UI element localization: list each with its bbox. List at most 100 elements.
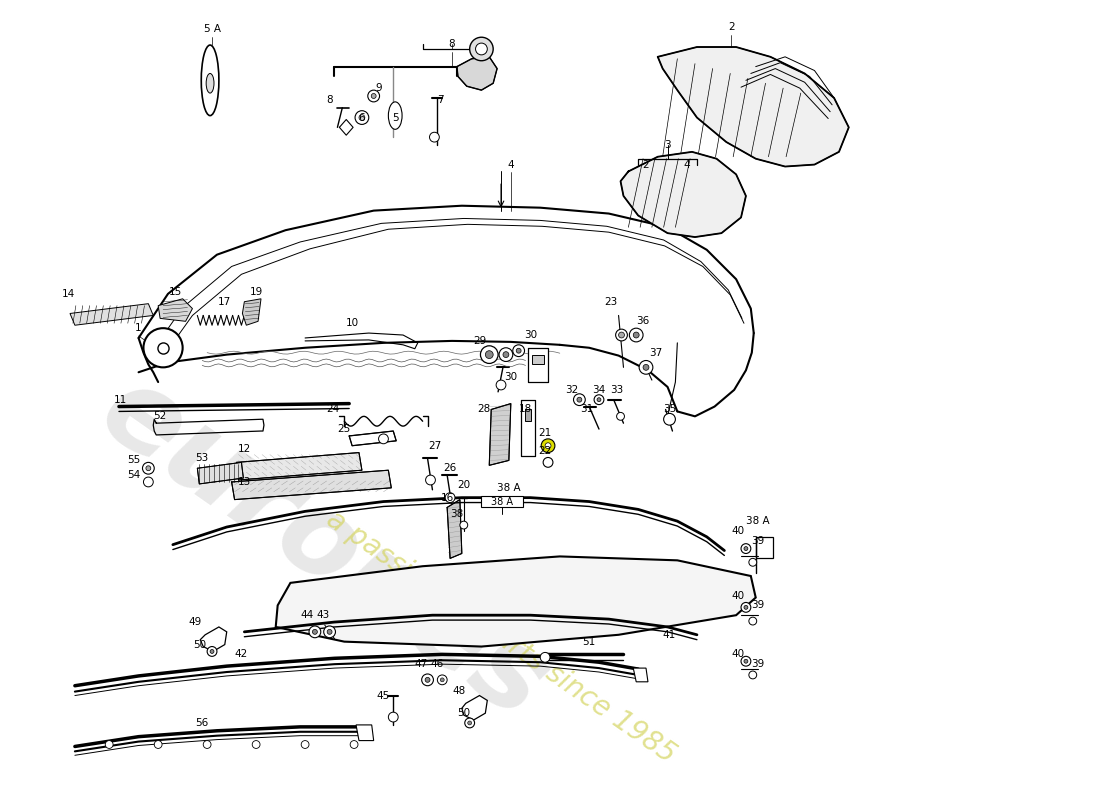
- Circle shape: [576, 398, 582, 402]
- Text: 53: 53: [196, 454, 209, 463]
- Circle shape: [158, 343, 168, 353]
- Text: 45: 45: [377, 690, 390, 701]
- Circle shape: [425, 678, 430, 682]
- Circle shape: [106, 741, 113, 749]
- Text: europes: europes: [80, 354, 569, 743]
- Text: 55: 55: [126, 455, 141, 466]
- Circle shape: [744, 546, 748, 550]
- Circle shape: [499, 348, 513, 362]
- Text: 5: 5: [392, 113, 398, 122]
- Circle shape: [475, 43, 487, 55]
- Circle shape: [744, 606, 748, 610]
- Text: 40: 40: [732, 526, 745, 536]
- Circle shape: [446, 493, 455, 502]
- Polygon shape: [634, 668, 648, 682]
- Text: 8: 8: [449, 39, 455, 49]
- Text: 3: 3: [664, 140, 671, 150]
- Text: 21: 21: [539, 428, 552, 438]
- Text: a passion for parts since 1985: a passion for parts since 1985: [321, 505, 681, 769]
- Text: 23: 23: [604, 297, 617, 306]
- Text: 44: 44: [300, 610, 313, 620]
- Circle shape: [468, 721, 472, 725]
- Text: 5 A: 5 A: [204, 24, 220, 34]
- Circle shape: [154, 741, 162, 749]
- Circle shape: [355, 110, 368, 125]
- Circle shape: [440, 678, 444, 682]
- Text: 19: 19: [250, 287, 263, 297]
- Polygon shape: [490, 403, 510, 466]
- Circle shape: [663, 414, 675, 425]
- Text: 43: 43: [316, 610, 329, 620]
- Text: 49: 49: [189, 617, 202, 627]
- Text: 2: 2: [642, 159, 649, 170]
- Text: 39: 39: [751, 659, 764, 669]
- Text: 22: 22: [539, 446, 552, 456]
- Circle shape: [210, 650, 214, 654]
- Text: 48: 48: [452, 686, 465, 696]
- Text: 11: 11: [114, 394, 128, 405]
- Circle shape: [481, 346, 498, 363]
- Text: 2: 2: [728, 22, 735, 33]
- Circle shape: [516, 348, 521, 353]
- Circle shape: [749, 558, 757, 566]
- Text: 34: 34: [593, 385, 606, 395]
- Circle shape: [350, 741, 358, 749]
- Circle shape: [367, 90, 380, 102]
- Text: 4: 4: [684, 159, 691, 170]
- Polygon shape: [532, 354, 544, 365]
- Ellipse shape: [206, 74, 214, 93]
- Circle shape: [312, 630, 317, 634]
- Circle shape: [143, 328, 183, 367]
- Text: 29: 29: [473, 336, 486, 346]
- Text: 50: 50: [458, 708, 471, 718]
- Circle shape: [741, 656, 751, 666]
- Circle shape: [573, 394, 585, 406]
- Polygon shape: [70, 304, 153, 326]
- Circle shape: [540, 653, 550, 662]
- Text: 7: 7: [437, 95, 443, 105]
- Circle shape: [546, 442, 551, 449]
- Circle shape: [204, 741, 211, 749]
- Circle shape: [543, 458, 553, 467]
- Text: 1: 1: [135, 323, 142, 333]
- Ellipse shape: [388, 102, 403, 130]
- Circle shape: [143, 462, 154, 474]
- Polygon shape: [200, 627, 227, 651]
- Text: 38 A: 38 A: [497, 483, 520, 493]
- Text: 32: 32: [565, 385, 579, 395]
- Polygon shape: [276, 557, 756, 646]
- Text: 42: 42: [234, 650, 248, 659]
- Polygon shape: [349, 431, 396, 446]
- Text: 41: 41: [663, 630, 676, 640]
- Text: 46: 46: [431, 659, 444, 669]
- Circle shape: [460, 521, 467, 529]
- Circle shape: [744, 659, 748, 663]
- Polygon shape: [756, 537, 773, 558]
- Text: 26: 26: [443, 463, 456, 474]
- Text: 51: 51: [583, 637, 596, 646]
- Circle shape: [421, 674, 433, 686]
- Circle shape: [470, 38, 493, 61]
- Text: 18: 18: [519, 405, 532, 414]
- Circle shape: [146, 466, 151, 470]
- Circle shape: [143, 477, 153, 487]
- Text: 14: 14: [62, 289, 75, 299]
- Polygon shape: [462, 695, 487, 720]
- Circle shape: [388, 712, 398, 722]
- Text: 16: 16: [440, 493, 454, 502]
- Text: 12: 12: [238, 444, 251, 454]
- Circle shape: [634, 332, 639, 338]
- Circle shape: [252, 741, 260, 749]
- Circle shape: [359, 114, 365, 121]
- Text: 39: 39: [751, 600, 764, 610]
- Circle shape: [597, 398, 601, 402]
- Text: 50: 50: [192, 639, 206, 650]
- Text: 33: 33: [610, 385, 624, 395]
- Polygon shape: [197, 462, 243, 484]
- Polygon shape: [525, 410, 531, 422]
- Circle shape: [426, 475, 436, 485]
- Polygon shape: [232, 470, 392, 500]
- Text: 30: 30: [504, 372, 517, 382]
- Text: 37: 37: [649, 348, 662, 358]
- Text: 4: 4: [507, 159, 514, 170]
